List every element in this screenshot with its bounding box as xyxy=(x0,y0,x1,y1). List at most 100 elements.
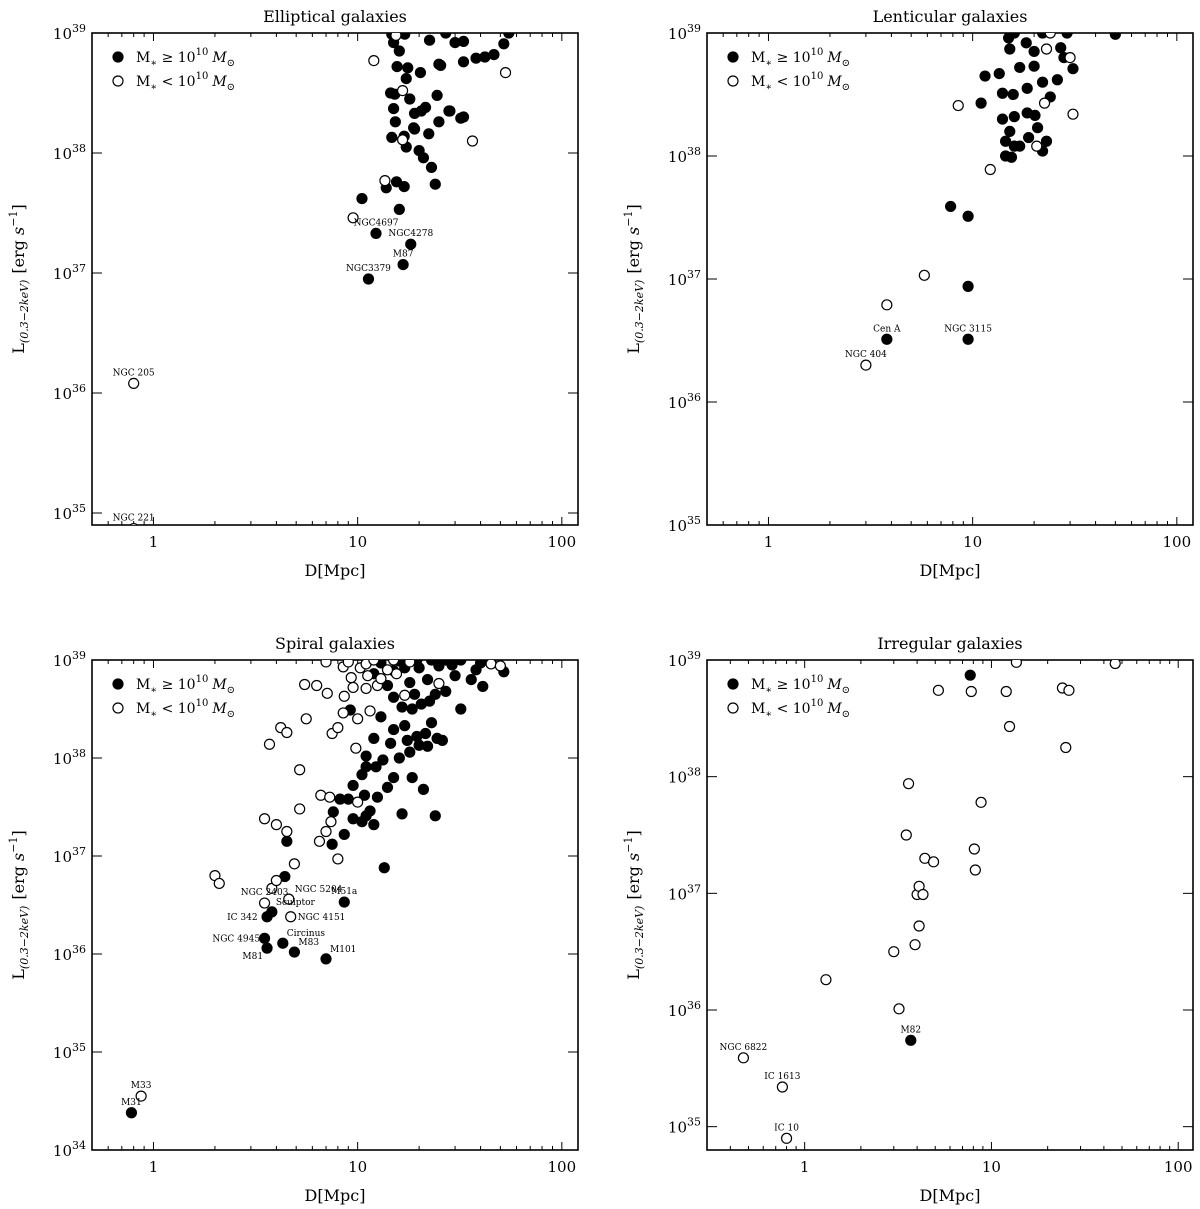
y-label-unit-s: s xyxy=(624,853,643,861)
y-tick-exponent: 39 xyxy=(687,649,701,662)
scatter-point-open xyxy=(900,829,912,841)
y-tick-exponent: 35 xyxy=(72,502,86,515)
legend-unit: M xyxy=(211,74,227,90)
y-tick-base: 10 xyxy=(668,517,687,535)
scatter-point-filled xyxy=(386,131,398,143)
legend-mass-subscript: ∗ xyxy=(150,58,157,69)
y-tick-base: 10 xyxy=(668,271,687,289)
scatter-point-open xyxy=(258,897,271,909)
scatter-point-filled xyxy=(388,771,400,784)
scatter-point-filled xyxy=(375,711,387,723)
scatter-point-open xyxy=(129,523,138,525)
scatter-point-open xyxy=(350,742,362,754)
scatter-point-filled xyxy=(498,38,510,50)
scatter-point-open xyxy=(952,99,964,112)
scatter-point-open xyxy=(281,726,293,739)
scatter-point-filled xyxy=(342,793,354,805)
scatter-point-filled xyxy=(381,781,394,794)
y-tick-label: 1036 xyxy=(53,382,86,403)
y-tick-label: 1038 xyxy=(668,145,701,166)
y-tick-label: 1037 xyxy=(668,882,701,903)
y-label-subscript: (0.3−2keV) xyxy=(633,280,646,343)
legend-unit: M xyxy=(826,74,842,90)
legend-relation: < 10 xyxy=(157,74,195,90)
point-annotation: IC 1613 xyxy=(764,1072,800,1082)
x-axis-label: D[Mpc] xyxy=(920,561,981,580)
legend-relation: < 10 xyxy=(157,701,195,717)
scatter-point-filled xyxy=(408,107,421,120)
legend-unit: M xyxy=(211,50,227,66)
y-tick-base: 10 xyxy=(668,885,687,903)
scatter-point-filled xyxy=(258,932,271,944)
scatter-point-filled xyxy=(396,701,408,713)
scatter-point-open xyxy=(388,660,400,666)
scatter-point-filled xyxy=(364,805,376,817)
scatter-point-open xyxy=(379,175,391,187)
panel-title: Lenticular galaxies xyxy=(873,7,1028,26)
scatter-point-filled xyxy=(444,105,456,117)
y-label-unit-exponent: −1 xyxy=(7,211,20,227)
scatter-point-filled xyxy=(477,680,489,693)
data-points xyxy=(860,33,1121,371)
y-label-unit-close: ] xyxy=(624,204,643,210)
scatter-point-filled xyxy=(1031,122,1044,134)
scatter-point-filled xyxy=(979,70,991,82)
scatter-point-filled xyxy=(393,45,405,57)
x-tick-label: 10 xyxy=(963,533,982,551)
legend-exponent: 10 xyxy=(196,698,209,709)
legend-unit: M xyxy=(211,701,227,717)
scatter-point-open xyxy=(263,738,276,750)
y-tick-exponent: 39 xyxy=(72,22,86,35)
scatter-point-open xyxy=(909,939,921,951)
y-tick-label: 1038 xyxy=(53,142,86,163)
scatter-point-open xyxy=(128,377,140,389)
scatter-point-filled xyxy=(388,102,400,115)
scatter-point-filled xyxy=(1061,33,1073,39)
scatter-point-filled xyxy=(408,122,420,134)
scatter-point-filled xyxy=(457,111,470,123)
y-tick-base: 10 xyxy=(668,652,687,670)
scatter-point-filled xyxy=(397,259,409,271)
y-tick-label: 1035 xyxy=(53,502,86,523)
scatter-point-filled xyxy=(384,87,397,99)
y-label-unit-exponent: −1 xyxy=(7,837,20,853)
y-label-unit-s: s xyxy=(9,853,28,861)
scatter-point-filled xyxy=(406,771,418,784)
legend-mass-symbol: M xyxy=(136,50,150,66)
y-label-unit-s: s xyxy=(9,227,28,235)
scatter-point-open xyxy=(965,685,977,698)
plot-frame xyxy=(706,32,1194,526)
legend-label: M∗ < 1010 M⊙ xyxy=(751,71,850,93)
scatter-point-filled xyxy=(503,33,515,39)
point-annotation: M81 xyxy=(242,952,263,962)
y-tick-exponent: 37 xyxy=(72,845,86,858)
y-label-symbol: L xyxy=(624,969,643,980)
scatter-point-open xyxy=(345,672,357,684)
scatter-point-open xyxy=(1040,43,1053,55)
y-tick-base: 10 xyxy=(668,394,687,412)
scatter-point-open xyxy=(1063,684,1075,696)
point-annotation: NGC 2403 xyxy=(241,888,289,898)
scatter-point-open xyxy=(325,816,337,828)
scatter-point-filled xyxy=(404,746,416,758)
y-label-unit-close: ] xyxy=(9,830,28,836)
scatter-point-open xyxy=(913,920,925,932)
scatter-point-open xyxy=(311,679,323,692)
scatter-point-filled xyxy=(389,116,401,128)
legend-unit: M xyxy=(826,677,842,693)
scatter-point-filled xyxy=(370,761,382,773)
scatter-point-filled xyxy=(338,828,350,841)
scatter-point-filled xyxy=(429,178,441,190)
y-tick-base: 10 xyxy=(668,1119,687,1137)
scatter-point-filled xyxy=(488,48,500,61)
scatter-point-open xyxy=(294,764,306,776)
scatter-point-filled xyxy=(388,723,400,736)
y-label-unit-open: [erg xyxy=(9,235,28,274)
legend-unit: M xyxy=(826,701,842,717)
scatter-point-filled xyxy=(1040,135,1053,147)
scatter-point-filled xyxy=(1008,111,1020,123)
scatter-point-open xyxy=(968,843,980,855)
legend-mass-subscript: ∗ xyxy=(765,709,772,720)
legend-mass-symbol: M xyxy=(751,701,765,717)
